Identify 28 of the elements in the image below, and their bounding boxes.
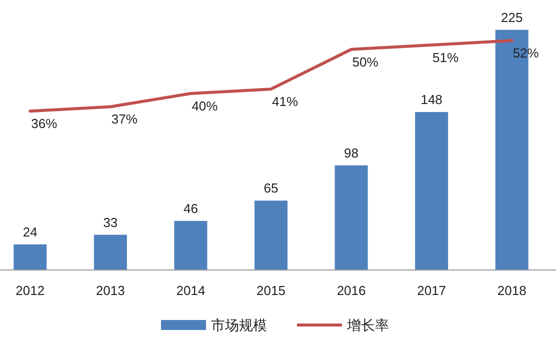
- x-tick-label: 2016: [336, 283, 366, 298]
- data-label: 65: [264, 180, 278, 196]
- x-tick-label: 2015: [256, 283, 286, 298]
- data-label: 36%: [31, 116, 58, 132]
- x-tick-label: 2014: [176, 283, 206, 298]
- x-tick-label: 2018: [497, 283, 526, 298]
- x-tick-label: 2017: [417, 283, 446, 298]
- legend-label: 增长率: [346, 317, 389, 333]
- data-label: 98: [344, 145, 359, 160]
- data-label: 41%: [272, 94, 298, 110]
- bar: [415, 112, 448, 270]
- bar: [94, 234, 127, 270]
- bar: [174, 220, 208, 270]
- bar: [14, 244, 47, 270]
- x-tick-label: 2012: [16, 283, 45, 298]
- data-label: 46: [183, 200, 198, 216]
- data-label: 24: [22, 224, 38, 240]
- data-label: 148: [420, 92, 442, 108]
- x-tick-label: 2013: [96, 283, 125, 298]
- legend-label: 市场规模: [211, 317, 267, 333]
- data-label: 50%: [352, 54, 379, 70]
- bar: [254, 200, 288, 270]
- data-label: 51%: [432, 50, 460, 65]
- data-label: 33: [103, 214, 118, 230]
- data-label: 37%: [111, 112, 138, 127]
- data-label: 225: [501, 10, 523, 25]
- data-label: 40%: [192, 98, 218, 114]
- bar: [334, 165, 368, 270]
